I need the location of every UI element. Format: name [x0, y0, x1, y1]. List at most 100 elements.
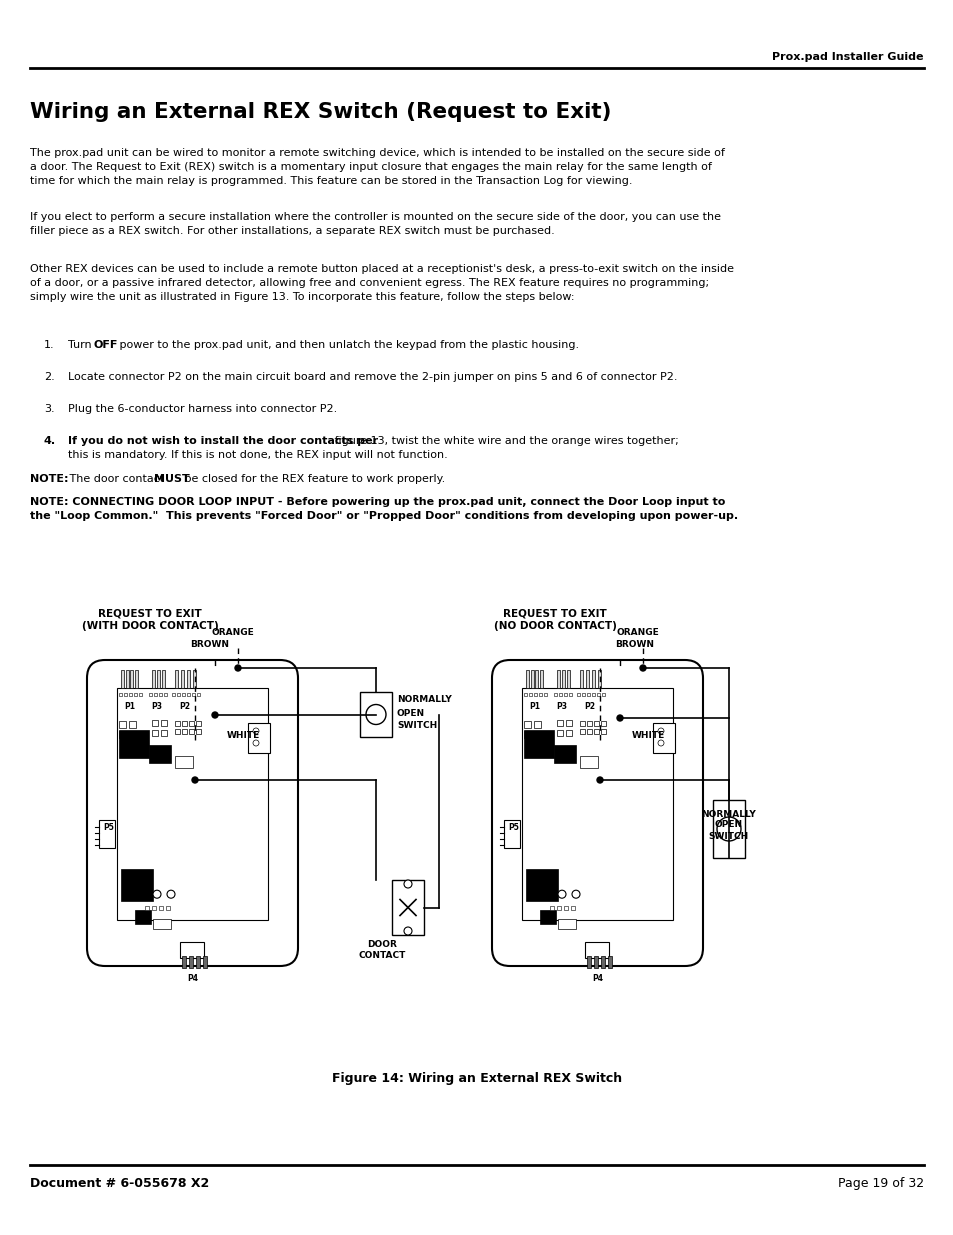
Bar: [152, 919, 171, 929]
Bar: [124, 693, 128, 697]
Bar: [594, 729, 598, 734]
Text: 1.: 1.: [44, 340, 54, 350]
Bar: [557, 720, 562, 726]
Bar: [174, 756, 193, 768]
Bar: [529, 693, 532, 697]
Bar: [594, 721, 598, 726]
Text: If you do not wish to install the door contacts per: If you do not wish to install the door c…: [68, 436, 377, 446]
Bar: [600, 729, 605, 734]
Bar: [557, 671, 560, 688]
Bar: [538, 693, 542, 697]
Bar: [523, 693, 527, 697]
Text: Turn: Turn: [68, 340, 95, 350]
Bar: [579, 729, 584, 734]
Bar: [164, 693, 168, 697]
Bar: [557, 906, 560, 910]
Bar: [192, 693, 195, 697]
Text: Figure 14: Wiring an External REX Switch: Figure 14: Wiring an External REX Switch: [332, 1072, 621, 1086]
Text: P3: P3: [556, 701, 567, 711]
Bar: [159, 906, 163, 910]
Bar: [131, 671, 133, 688]
Circle shape: [403, 927, 412, 935]
Bar: [196, 956, 200, 968]
Bar: [126, 671, 129, 688]
Bar: [543, 693, 547, 697]
Text: 3.: 3.: [44, 404, 54, 414]
Bar: [119, 731, 126, 739]
Bar: [601, 956, 605, 968]
Bar: [594, 956, 598, 968]
Bar: [133, 693, 137, 697]
Circle shape: [192, 777, 198, 783]
Text: DOOR: DOOR: [367, 940, 396, 948]
Text: P1: P1: [125, 701, 135, 711]
Bar: [608, 956, 612, 968]
Circle shape: [717, 818, 740, 841]
Bar: [119, 693, 122, 697]
Bar: [175, 671, 178, 688]
Bar: [248, 722, 270, 753]
Circle shape: [597, 777, 602, 783]
Bar: [586, 721, 592, 726]
Bar: [174, 721, 180, 726]
Bar: [195, 721, 201, 726]
Text: 2.: 2.: [44, 372, 54, 382]
Bar: [585, 942, 609, 958]
Text: If you elect to perform a secure installation where the controller is mounted on: If you elect to perform a secure install…: [30, 212, 720, 236]
Bar: [139, 693, 142, 697]
Bar: [579, 756, 598, 768]
Bar: [162, 671, 165, 688]
Text: NOTE: CONNECTING DOOR LOOP INPUT - Before powering up the prox.pad unit, connect: NOTE: CONNECTING DOOR LOOP INPUT - Befor…: [30, 496, 738, 521]
Bar: [563, 906, 567, 910]
Text: P2: P2: [584, 701, 595, 711]
Bar: [161, 720, 167, 726]
Text: P5: P5: [104, 823, 114, 832]
Bar: [135, 910, 151, 925]
Bar: [539, 910, 556, 925]
Bar: [159, 693, 162, 697]
Bar: [601, 693, 605, 697]
Text: ORANGE: ORANGE: [616, 629, 659, 637]
Bar: [149, 693, 152, 697]
Text: Wiring an External REX Switch (Request to Exit): Wiring an External REX Switch (Request t…: [30, 103, 611, 122]
Bar: [581, 693, 585, 697]
Bar: [534, 721, 540, 727]
Bar: [561, 671, 564, 688]
Bar: [152, 730, 158, 736]
Text: SWITCH: SWITCH: [708, 832, 748, 841]
FancyBboxPatch shape: [87, 659, 297, 966]
Bar: [180, 942, 204, 958]
Bar: [121, 671, 125, 688]
Bar: [129, 721, 136, 727]
Bar: [203, 956, 208, 968]
Text: OPEN: OPEN: [714, 820, 742, 829]
Text: this is mandatory. If this is not done, the REX input will not function.: this is mandatory. If this is not done, …: [68, 450, 447, 459]
Text: WHITE: WHITE: [227, 730, 260, 740]
Text: Locate connector P2 on the main circuit board and remove the 2-pin jumper on pin: Locate connector P2 on the main circuit …: [68, 372, 677, 382]
Text: Page 19 of 32: Page 19 of 32: [837, 1177, 923, 1191]
Text: OFF: OFF: [94, 340, 118, 350]
Bar: [587, 956, 591, 968]
Bar: [145, 906, 149, 910]
Text: P3: P3: [152, 701, 162, 711]
Text: BROWN: BROWN: [615, 640, 654, 650]
Bar: [119, 730, 149, 758]
Text: 4.: 4.: [44, 436, 56, 446]
Bar: [557, 730, 562, 736]
Bar: [566, 671, 569, 688]
Circle shape: [253, 740, 258, 746]
Text: power to the prox.pad unit, and then unlatch the keypad from the plastic housing: power to the prox.pad unit, and then unl…: [116, 340, 578, 350]
Circle shape: [167, 890, 174, 898]
Text: NOTE:: NOTE:: [30, 474, 69, 484]
Text: NORMALLY: NORMALLY: [396, 695, 452, 704]
Bar: [523, 730, 554, 758]
Bar: [531, 671, 534, 688]
Bar: [177, 693, 180, 697]
Bar: [558, 919, 576, 929]
Circle shape: [572, 890, 579, 898]
Text: Plug the 6-conductor harness into connector P2.: Plug the 6-conductor harness into connec…: [68, 404, 337, 414]
Bar: [135, 671, 138, 688]
Text: (WITH DOOR CONTACT): (WITH DOOR CONTACT): [82, 621, 218, 631]
Bar: [182, 721, 187, 726]
Bar: [577, 693, 579, 697]
